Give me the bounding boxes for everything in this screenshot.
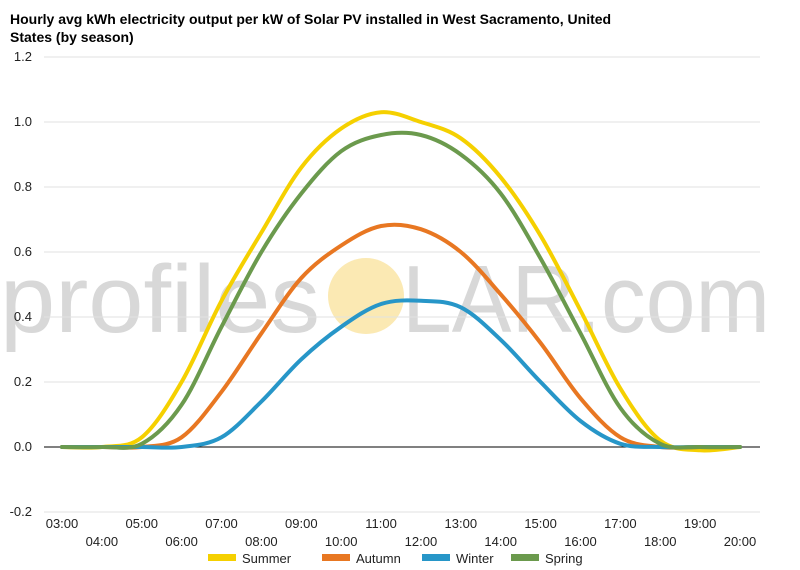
x-tick-labels: 03:00 04:00 05:00 06:00 07:00 08:00 09:00 10:00… — [46, 516, 757, 549]
x-tick-label: 15:00 — [524, 516, 557, 531]
x-tick-label: 12:00 — [405, 534, 438, 549]
chart-title: Hourly avg kWh electricity output per kW… — [10, 11, 612, 45]
y-tick-label: 0.0 — [14, 439, 32, 454]
x-tick-label: 09:00 — [285, 516, 318, 531]
x-tick-label: 08:00 — [245, 534, 278, 549]
legend: Summer Autumn Winter Spring — [208, 551, 583, 566]
x-tick-label: 10:00 — [325, 534, 358, 549]
x-tick-label: 06:00 — [165, 534, 198, 549]
x-tick-label: 07:00 — [205, 516, 238, 531]
y-tick-label: 0.8 — [14, 179, 32, 194]
series-lines — [60, 110, 742, 453]
x-tick-label: 18:00 — [644, 534, 677, 549]
legend-swatch-autumn — [322, 554, 350, 561]
x-tick-label: 05:00 — [125, 516, 158, 531]
legend-label-autumn: Autumn — [356, 551, 401, 566]
legend-label-summer: Summer — [242, 551, 292, 566]
series-line-summer — [60, 110, 742, 453]
x-tick-label: 19:00 — [684, 516, 717, 531]
x-tick-label: 17:00 — [604, 516, 637, 531]
series-line-spring — [60, 130, 742, 450]
y-tick-label: 0.6 — [14, 244, 32, 259]
watermark-sun-icon — [328, 258, 404, 334]
series-line-winter — [60, 298, 742, 450]
y-tick-label: -0.2 — [10, 504, 32, 519]
y-tick-label: 1.0 — [14, 114, 32, 129]
x-tick-label: 13:00 — [445, 516, 478, 531]
x-tick-label: 03:00 — [46, 516, 79, 531]
legend-swatch-summer — [208, 554, 236, 561]
x-tick-label: 20:00 — [724, 534, 757, 549]
watermark-left: profiles — [0, 246, 320, 353]
x-tick-label: 11:00 — [365, 516, 397, 531]
y-tick-label: 1.2 — [14, 49, 32, 64]
y-tick-label: 0.4 — [14, 309, 32, 324]
x-tick-label: 14:00 — [484, 534, 517, 549]
legend-swatch-winter — [422, 554, 450, 561]
x-tick-label: 16:00 — [564, 534, 597, 549]
x-tick-label: 04:00 — [86, 534, 119, 549]
legend-swatch-spring — [511, 554, 539, 561]
legend-label-winter: Winter — [456, 551, 494, 566]
y-tick-label: 0.2 — [14, 374, 32, 389]
legend-label-spring: Spring — [545, 551, 583, 566]
series-line-autumn — [60, 222, 742, 450]
y-tick-labels: -0.2 0.0 0.2 0.4 0.6 0.8 1.0 1.2 — [10, 49, 32, 519]
watermark: profiles LAR.com — [0, 246, 770, 353]
watermark-right: LAR.com — [402, 246, 770, 353]
